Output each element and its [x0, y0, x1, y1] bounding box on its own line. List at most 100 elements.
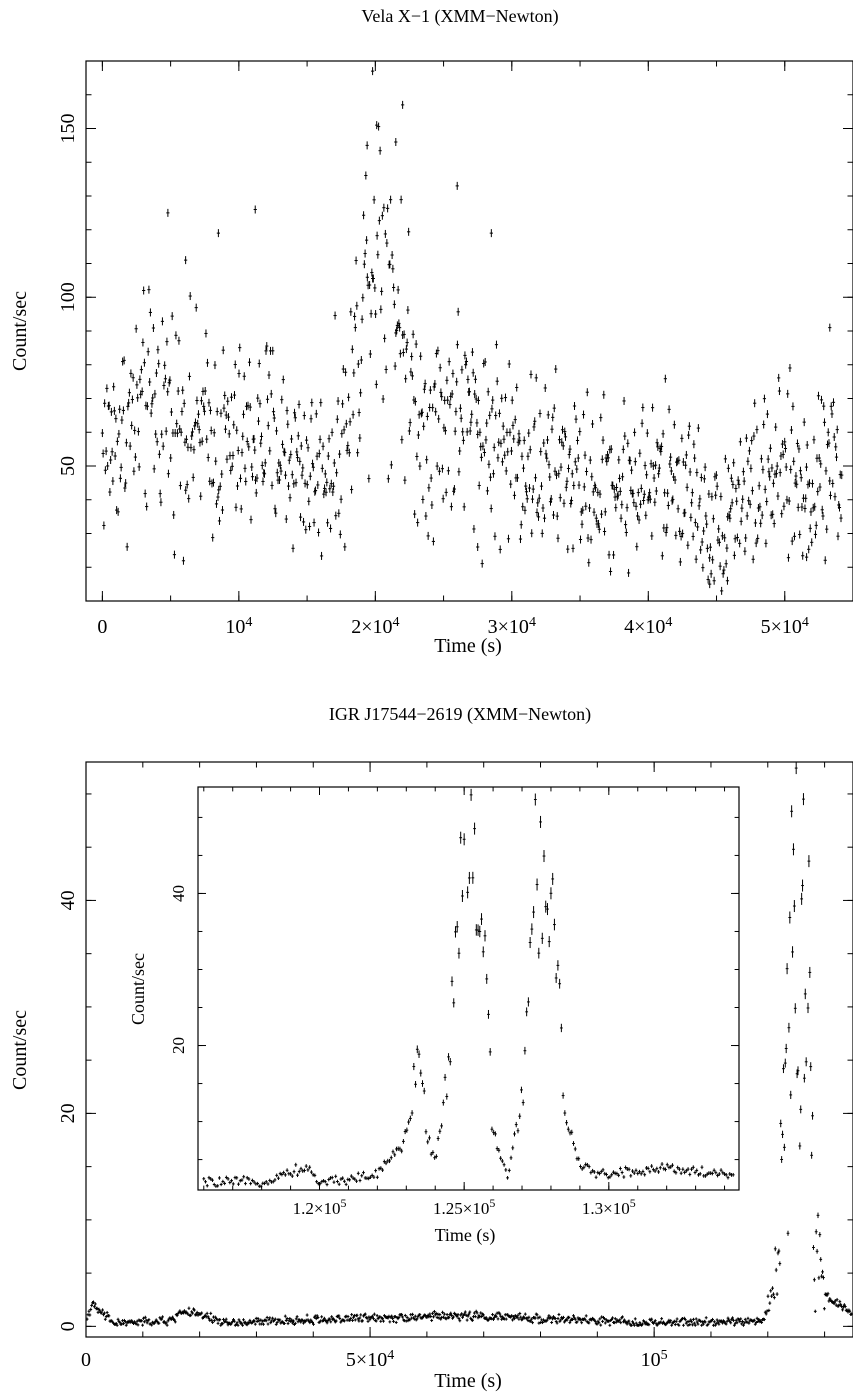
- igr-data-point: [533, 1316, 537, 1320]
- vela-data-point: [600, 455, 604, 464]
- vela-data-point: [318, 435, 322, 444]
- vela-data-point: [678, 527, 682, 536]
- vela-data-point: [503, 393, 508, 402]
- vela-data-point: [527, 429, 531, 438]
- vela-data-point: [457, 467, 461, 476]
- vela-data-point: [124, 479, 128, 488]
- vela-data-point: [794, 472, 798, 481]
- vela-data-point: [777, 373, 781, 382]
- vela-data-point: [314, 409, 318, 418]
- igr-data-point: [312, 1322, 315, 1326]
- igr-data-point: [547, 1314, 551, 1318]
- vela-data-point: [704, 511, 708, 520]
- igr-data-point: [193, 1308, 196, 1312]
- vela-data-point: [349, 307, 353, 316]
- igr-data-point: [573, 1317, 577, 1321]
- vela-data-point: [687, 431, 691, 440]
- vela-data-point: [745, 511, 749, 520]
- vela-data-point: [602, 390, 606, 399]
- vela-data-point: [825, 525, 829, 534]
- vela-data-point: [607, 550, 611, 559]
- igr-data-point: [559, 1318, 563, 1322]
- vela-data-point: [465, 427, 469, 436]
- igr-data-point: [186, 1312, 190, 1316]
- vela-data-point: [322, 490, 326, 499]
- vela-data-point: [632, 498, 636, 507]
- vela-data-point: [374, 310, 378, 319]
- vela-data-point: [504, 466, 508, 475]
- igr-data-point: [207, 1316, 211, 1321]
- vela-data-point: [699, 473, 703, 482]
- igr-data-point: [576, 1316, 580, 1320]
- igr-data-point: [368, 1318, 372, 1322]
- igr-data-point: [203, 1313, 207, 1317]
- vela-data-point: [483, 357, 487, 366]
- igr-data-point: [135, 1319, 139, 1323]
- igr-data-point: [517, 1317, 521, 1321]
- igr-data-point: [315, 1314, 319, 1318]
- vela-data-point: [216, 493, 220, 502]
- vela-data-point: [571, 544, 575, 553]
- igr-data-point: [286, 1322, 290, 1326]
- vela-data-point: [621, 445, 625, 454]
- vela-data-point: [698, 494, 702, 503]
- vela-data-point: [499, 439, 503, 448]
- vela-data-point: [402, 330, 406, 339]
- vela-data-point: [365, 141, 369, 150]
- vela-data-point: [359, 355, 363, 364]
- vela-data-point: [521, 502, 525, 511]
- vela-data-point: [576, 454, 580, 463]
- vela-data-point: [273, 504, 277, 513]
- igr-x-tick-label-exponent: 5: [661, 1348, 668, 1363]
- vela-data-point: [122, 356, 126, 365]
- vela-data-point: [816, 391, 821, 400]
- vela-data-point: [355, 448, 360, 457]
- vela-data-point: [115, 437, 119, 446]
- vela-data-point: [828, 323, 832, 332]
- igr-data-point: [141, 1323, 144, 1327]
- vela-data-point: [111, 477, 115, 486]
- igr-data-point: [262, 1322, 265, 1326]
- igr-data-point: [565, 1318, 569, 1322]
- vela-data-point: [626, 439, 630, 448]
- igr-data-point: [457, 1316, 461, 1321]
- igr-data-point: [351, 1318, 354, 1322]
- vela-data-point: [298, 457, 302, 466]
- vela-data-point: [494, 340, 499, 349]
- igr-data-point: [211, 1320, 214, 1324]
- vela-data-point: [684, 461, 688, 470]
- vela-data-point: [749, 464, 753, 473]
- vela-data-point: [667, 405, 671, 414]
- vela-data-point: [267, 371, 271, 380]
- vela-data-point: [406, 306, 410, 315]
- vela-data-point: [694, 555, 698, 564]
- vela-data-point: [689, 513, 693, 522]
- vela-data-point: [233, 360, 237, 369]
- igr-data-point: [455, 1315, 459, 1319]
- vela-data-point: [552, 404, 556, 413]
- igr-data-point: [529, 1319, 533, 1323]
- vela-data-point: [428, 403, 432, 412]
- vela-data-point: [262, 469, 267, 478]
- igr-x-tick-label-base: 0: [81, 1349, 91, 1371]
- vela-data-point: [422, 422, 426, 431]
- vela-data-point: [423, 379, 427, 388]
- igr-data-point: [147, 1318, 151, 1322]
- igr-data-point: [96, 1310, 100, 1314]
- igr-data-point: [274, 1322, 278, 1326]
- igr-data-point: [568, 1321, 572, 1325]
- vela-data-point: [566, 545, 570, 554]
- vela-data-point: [231, 451, 235, 460]
- vela-data-point: [274, 509, 278, 518]
- igr-data-point: [429, 1314, 433, 1319]
- vela-data-point: [168, 376, 172, 385]
- vela-data-point: [750, 486, 755, 495]
- igr-data-point: [178, 1309, 182, 1313]
- vela-data-point: [485, 419, 489, 428]
- vela-data-point: [287, 456, 291, 465]
- vela-data-point: [103, 399, 107, 408]
- vela-data-point: [403, 476, 407, 485]
- vela-data-point: [840, 471, 844, 480]
- vela-data-point: [741, 495, 745, 504]
- vela-data-point: [426, 531, 430, 540]
